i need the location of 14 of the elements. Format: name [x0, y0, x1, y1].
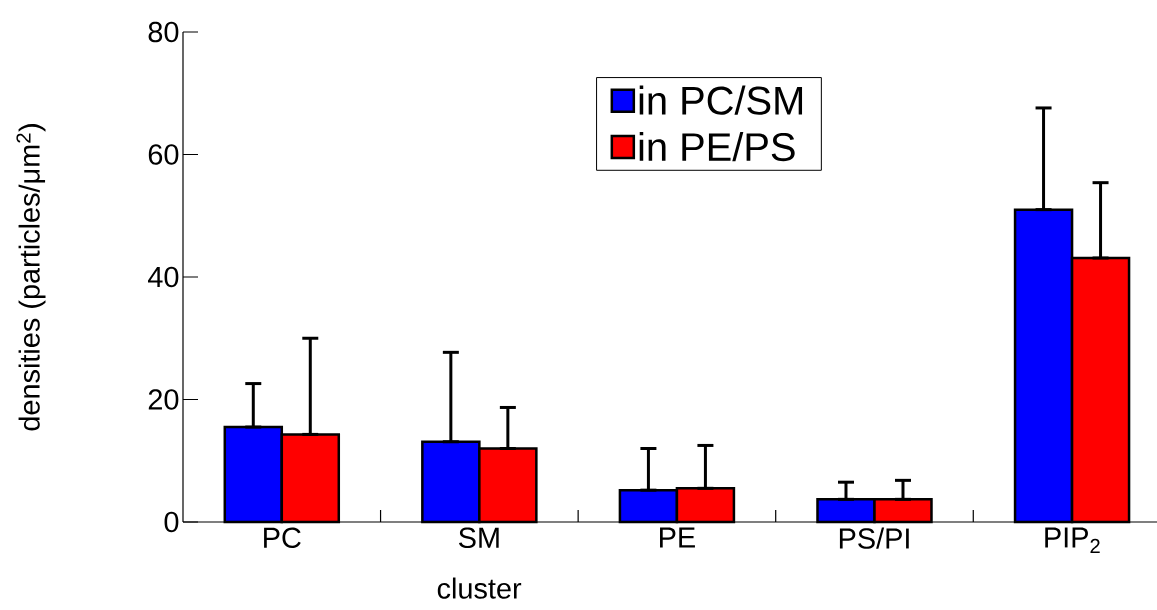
y-tick-label: 80 — [148, 21, 179, 43]
y-tick-label: 40 — [148, 266, 179, 288]
x-tick-label: PS/PI — [839, 527, 909, 549]
y-axis-title: densities (particles/μm$^{2}$) — [16, 124, 46, 431]
legend-label: in PE/PS — [639, 131, 795, 162]
y-tick-label: 60 — [148, 144, 179, 165]
y-tick-label: 20 — [148, 389, 179, 410]
x-tick-label: SM — [459, 527, 499, 548]
x-tick-label: PC — [264, 527, 301, 548]
x-axis-title: cluster — [437, 577, 522, 599]
y-tick-label: 0 — [164, 511, 179, 533]
legend-label: in PC/SM — [639, 85, 803, 115]
x-tick-label: PE — [660, 527, 695, 548]
x-tick-label: PIP$_{2}$ — [1045, 527, 1100, 553]
